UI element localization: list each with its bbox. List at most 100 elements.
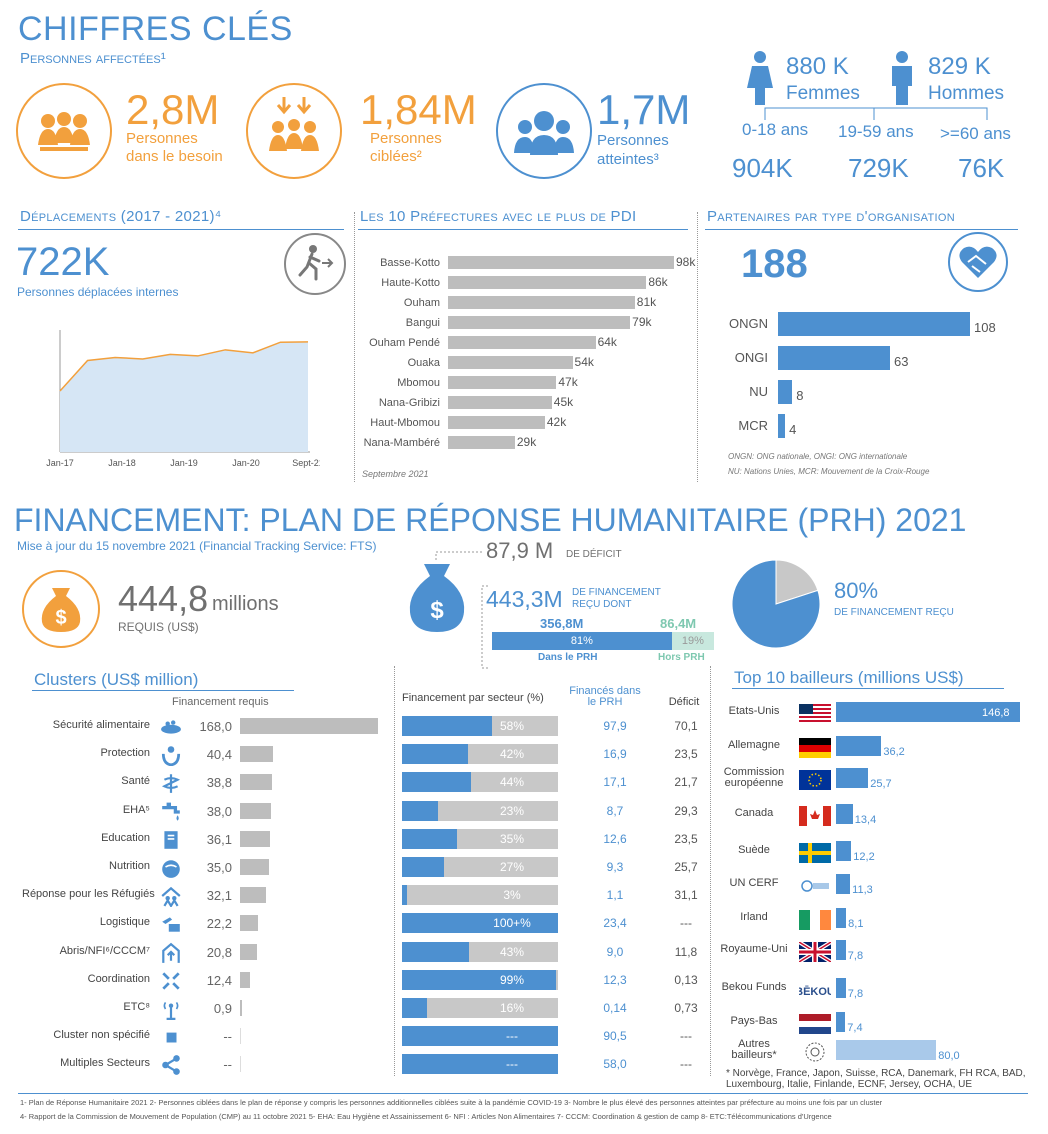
donor-value: 36,2: [883, 746, 905, 758]
prefecture-bar: [448, 396, 552, 409]
cluster-required-bar: [240, 746, 274, 762]
handshake-heart-icon: [959, 246, 997, 278]
prefecture-label: Ouaka: [407, 357, 440, 369]
prefectures-bar-chart: Basse-Kotto 98k Haute-Kotto 86k Ouham 81k Bang…: [356, 255, 696, 466]
funding-pie-chart: [731, 559, 821, 649]
cluster-funding-pct: 99%: [499, 973, 525, 987]
clusters-rule: [32, 690, 294, 691]
cluster-funding-bar: [402, 744, 468, 764]
clusters-title: Clusters (US$ million): [34, 670, 199, 689]
donor-bar: [836, 874, 851, 894]
cluster-deficit-value: 25,7: [674, 860, 698, 874]
cluster-required-value: 32,1: [206, 888, 232, 903]
prefecture-value: 64k: [597, 335, 617, 349]
donor-bar: [836, 702, 1020, 722]
svg-text:BĒKOU: BĒKOU: [799, 986, 831, 998]
cluster-required-bar: [240, 1028, 241, 1044]
canada-flag-icon: [799, 806, 831, 826]
cluster-required-value: 20,8: [206, 945, 232, 960]
prefecture-value: 29k: [516, 435, 537, 449]
in-prh-bar: 81%: [492, 632, 672, 650]
pct-received: 80%: [834, 578, 879, 603]
deficit-label: DE DÉFICIT: [566, 549, 622, 560]
age-value-2: 76K: [958, 153, 1005, 183]
area-x-tick-label: Jan-19: [170, 458, 198, 468]
cluster-deficit-value: 70,1: [674, 719, 698, 733]
men-value: 829 K: [928, 53, 991, 80]
cluster-funding-pct: 100+%: [493, 916, 531, 930]
cluster-required-bar: [240, 887, 267, 903]
donor-value: 25,7: [870, 778, 892, 790]
cluster-required-value: --: [223, 1029, 232, 1044]
prefecture-bar: [448, 296, 635, 309]
protection-icon: [160, 744, 182, 767]
cluster-funding-pct: 16%: [499, 1001, 525, 1015]
donor-name: Irland: [740, 911, 768, 923]
cluster-funding-bar: [402, 970, 557, 990]
cluster-funding-pct: 27%: [499, 860, 525, 874]
in-need-label1: Personnes: [126, 130, 198, 147]
cluster-funding-bar: [402, 942, 470, 962]
cluster-deficit-value: ---: [680, 1029, 692, 1043]
cluster-funding-bar: [402, 913, 558, 933]
partners-icon-circle: [948, 232, 1008, 292]
displacement-rule: [18, 229, 344, 230]
square-icon: [160, 1026, 182, 1048]
people-reached-icon: [514, 111, 574, 155]
donor-value: 7,4: [847, 1022, 863, 1034]
age-label-2: >=60 ans: [940, 124, 1011, 143]
area-line: [59, 341, 309, 392]
cluster-deficit-value: 31,1: [674, 888, 698, 902]
cluster-name: Abris/NFI⁶/CCCM⁷: [59, 945, 150, 957]
ireland-flag-icon: [799, 910, 831, 930]
age-value-0: 904K: [732, 153, 793, 183]
prefecture-bar: [448, 316, 631, 329]
cluster-funding-bg: [402, 885, 558, 905]
required-label: REQUIS (US$): [118, 620, 199, 634]
area-x-tick-label: Jan-20: [232, 458, 260, 468]
age-bracket-lines: [764, 107, 988, 120]
refugee-icon: [160, 885, 182, 909]
partner-type-label: NU: [749, 384, 768, 399]
cluster-funded-value: 58,0: [603, 1057, 627, 1071]
partner-value: 8: [796, 388, 804, 403]
prefecture-value: 79k: [632, 315, 652, 329]
separator-1: [354, 212, 355, 482]
donor-bar: [836, 1040, 937, 1060]
cluster-funding-bar: [402, 829, 457, 849]
cluster-deficit-value: 23,5: [674, 747, 698, 761]
woman-icon: [747, 51, 773, 105]
received-label2: REÇU DONT: [572, 599, 632, 610]
funding-bag-icon: $: [409, 564, 465, 632]
donor-bar: [836, 841, 852, 861]
col-required: Financement requis: [172, 696, 269, 708]
footnotes-rule: [18, 1093, 1028, 1094]
people-in-need-circle: [16, 83, 112, 179]
displacement-title: Déplacements (2017 - 2021)⁴: [20, 208, 222, 225]
deficit-value: 87,9 M: [486, 538, 554, 563]
age-label-0: 0-18 ans: [742, 120, 809, 139]
cluster-name: EHA⁵: [122, 804, 150, 816]
reached-value: 1,7M: [597, 86, 691, 133]
logistics-icon: [160, 913, 182, 935]
partner-value: 63: [894, 354, 909, 369]
age-label-1: 19-59 ans: [838, 122, 914, 141]
partner-bar: [778, 414, 786, 438]
cluster-funding-pct: 58%: [499, 719, 525, 733]
cluster-funding-pct: ---: [506, 1057, 518, 1071]
footnote-line1: 1- Plan de Réponse Humanitaire 2021 2- P…: [20, 1098, 883, 1107]
donor-value: 146,8: [982, 707, 1010, 719]
partners-title: Partenaires par type d'organisation: [707, 208, 955, 225]
donor-bar: [836, 804, 853, 824]
prefecture-value: 54k: [574, 355, 594, 369]
cluster-funded-value: 12,6: [603, 832, 627, 846]
cluster-required-value: 12,4: [206, 973, 232, 988]
cluster-deficit-value: 11,8: [674, 945, 698, 959]
col-sector: Financement par secteur (%): [402, 692, 544, 704]
separator-4: [710, 666, 711, 1076]
cluster-name: Santé: [121, 775, 150, 787]
cluster-funded-value: 23,4: [603, 916, 627, 930]
pie-slice: [775, 559, 819, 605]
eu-flag-icon: [799, 770, 831, 790]
donor-name: Pays-Bas: [730, 1015, 778, 1027]
